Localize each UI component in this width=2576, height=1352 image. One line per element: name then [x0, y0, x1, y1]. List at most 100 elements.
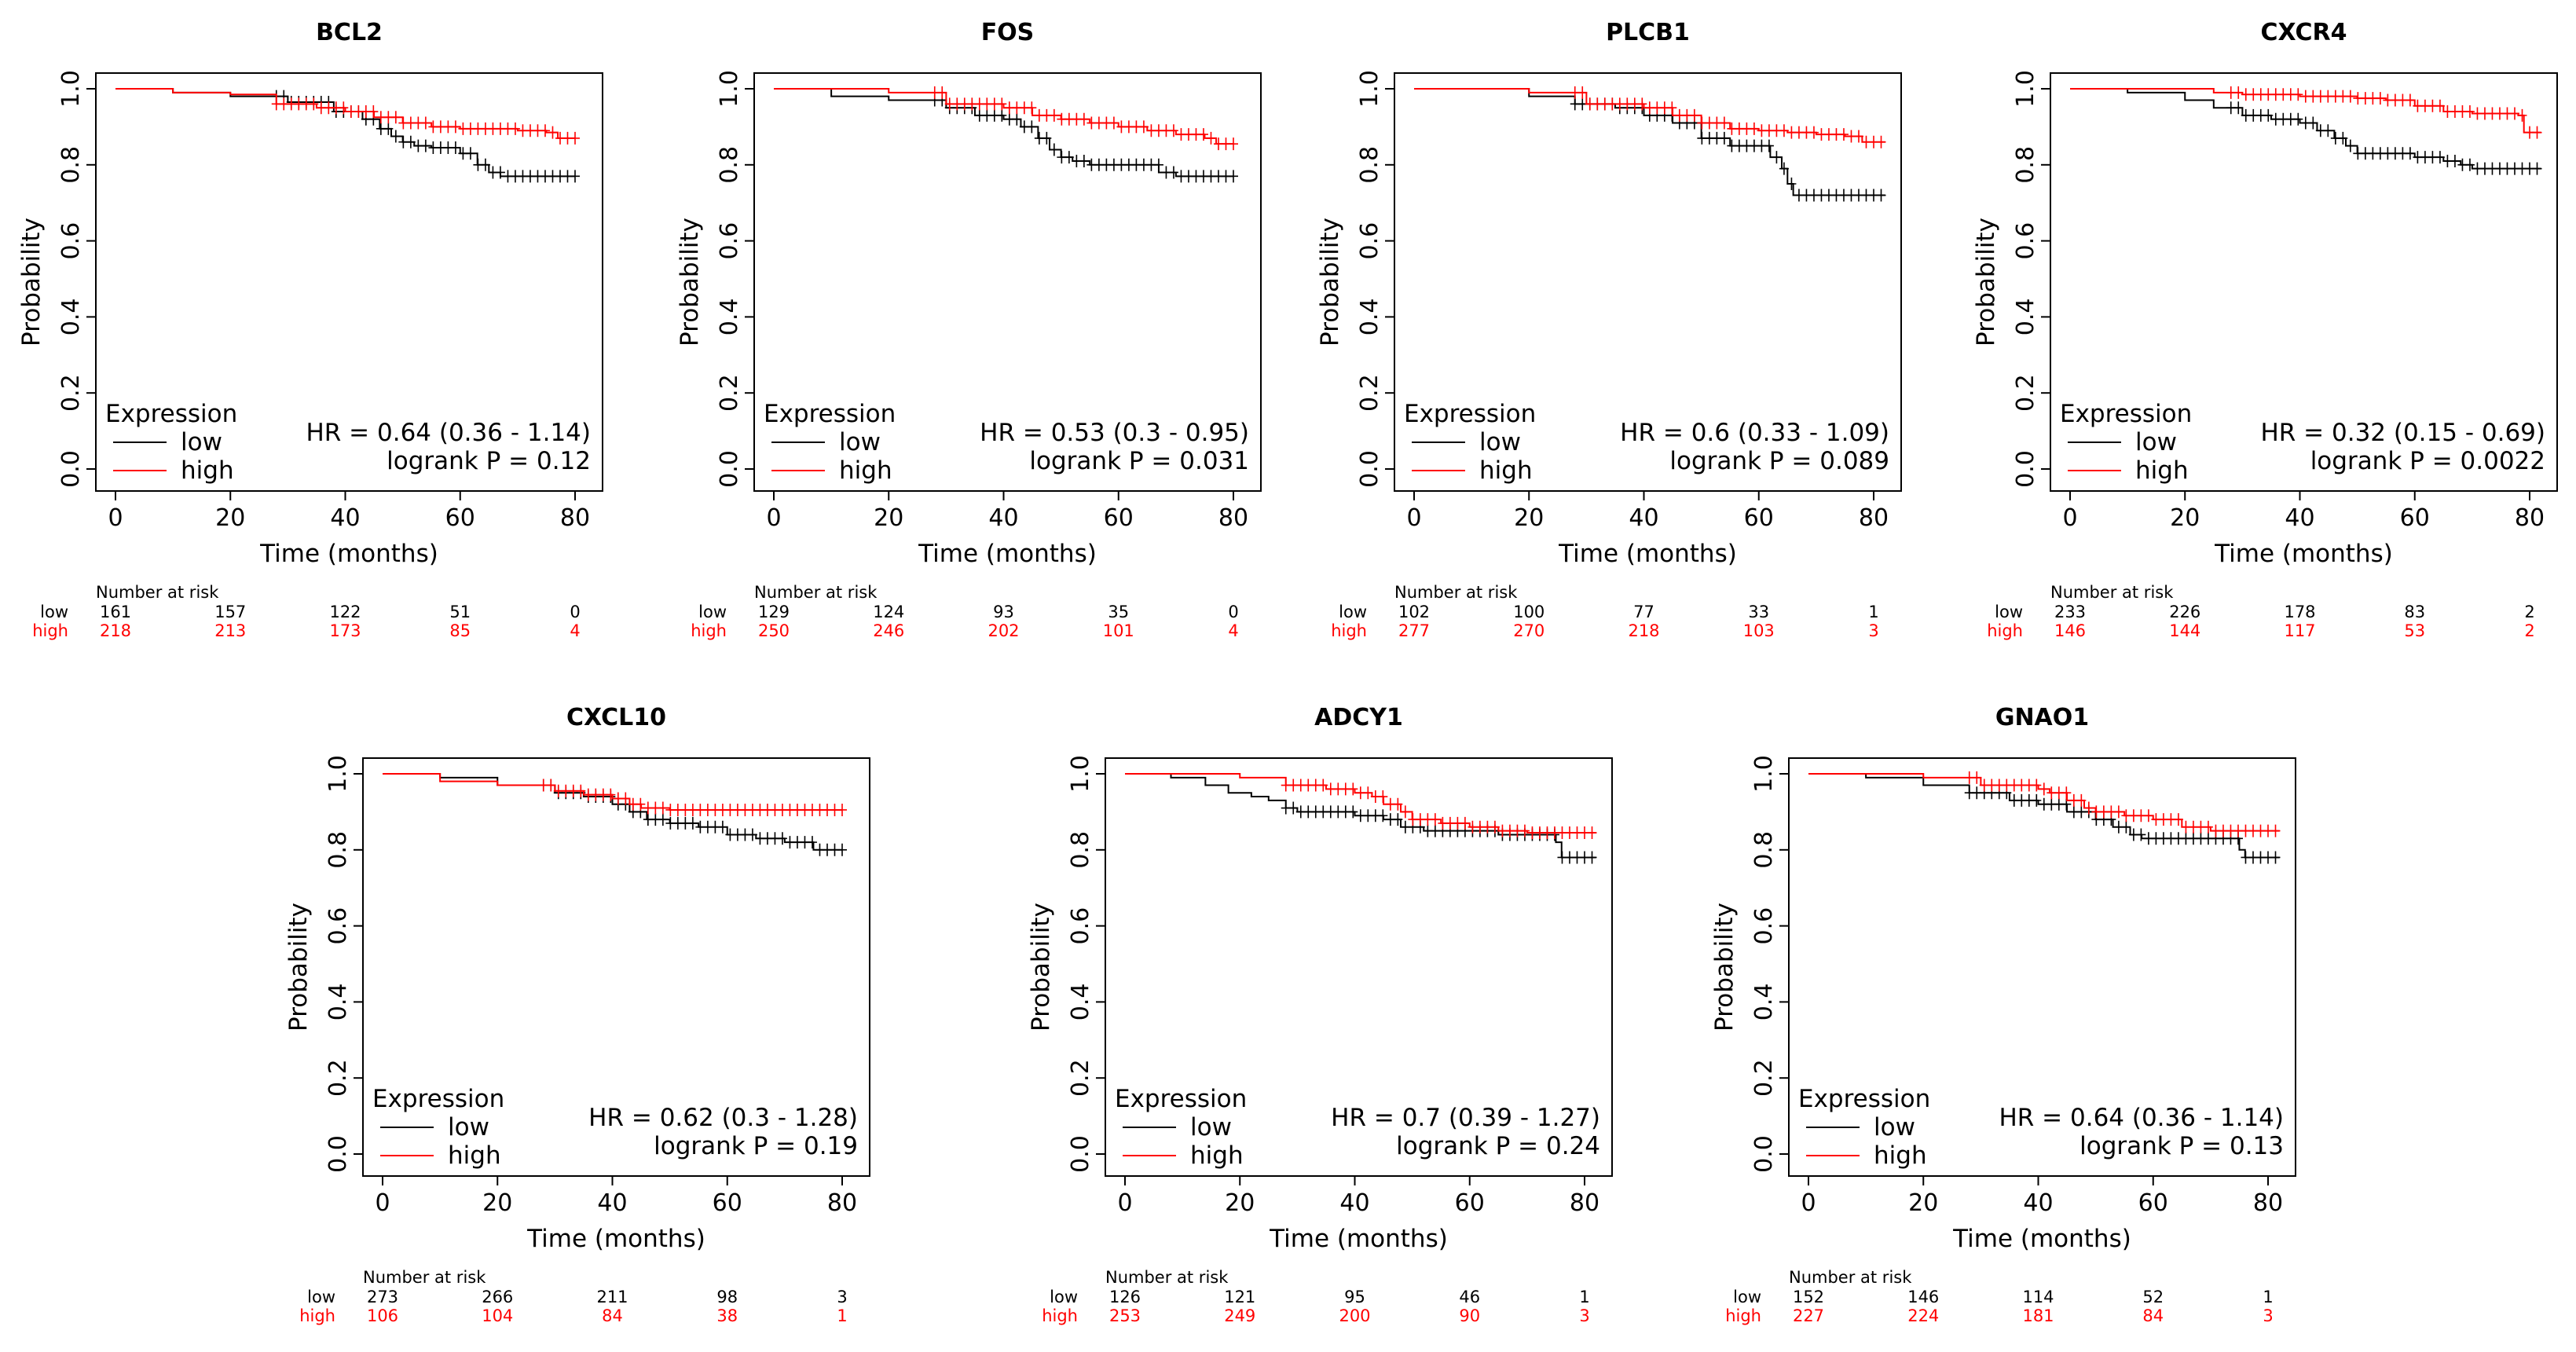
x-axis-label: Time (months) — [526, 1225, 705, 1253]
risk-count-low: 126 — [1109, 1288, 1141, 1306]
logrank-p: logrank P = 0.089 — [1669, 447, 1889, 475]
censor-mark — [1876, 189, 1886, 202]
censor-mark — [2203, 820, 2213, 834]
censor-mark — [1876, 135, 1886, 148]
censor-mark — [1719, 131, 1729, 145]
y-tick-label: 0.4 — [1356, 299, 1383, 336]
y-tick-label: 0.8 — [324, 831, 352, 869]
y-tick-label: 0.2 — [324, 1059, 352, 1097]
censor-mark — [2233, 101, 2244, 115]
censor-mark — [368, 105, 379, 119]
km-panel-plcb1: PLCB1 0 20 40 60 80 0.0 0.2 0.4 0.6 0.8 1.0 Time (mo… — [1316, 19, 1902, 640]
risk-heading: Number at risk — [2050, 583, 2174, 602]
y-tick-label: 0.6 — [57, 222, 85, 260]
risk-count-high: 4 — [570, 621, 580, 640]
y-tick-label: 0.0 — [324, 1135, 352, 1173]
risk-count-high: 173 — [329, 621, 361, 640]
censor-mark — [1229, 170, 1238, 183]
risk-count-low: 0 — [1228, 603, 1238, 621]
risk-heading: Number at risk — [754, 583, 878, 602]
censor-mark — [2338, 131, 2348, 145]
censor-mark — [2061, 786, 2072, 800]
risk-count-high: 213 — [214, 621, 246, 640]
logrank-p: logrank P = 0.13 — [2079, 1132, 2284, 1160]
risk-count-low: 100 — [1513, 603, 1545, 621]
km-curve-high — [1125, 773, 1596, 834]
censor-mark — [1079, 112, 1089, 126]
censor-mark — [1049, 143, 1059, 156]
censor-mark — [1430, 813, 1440, 826]
x-tick-label: 40 — [1339, 1189, 1369, 1217]
censor-mark — [1393, 797, 1403, 811]
y-axis-label: Probability — [17, 218, 46, 346]
censor-mark — [1764, 139, 1774, 152]
risk-count-low: 114 — [2022, 1288, 2054, 1306]
risk-heading: Number at risk — [363, 1268, 486, 1287]
censor-mark — [1064, 151, 1074, 164]
censor-mark — [450, 141, 460, 155]
censor-mark — [1348, 782, 1358, 796]
censor-mark — [2435, 151, 2445, 164]
x-tick-label: 40 — [2023, 1189, 2053, 1217]
risk-count-high: 202 — [988, 621, 1019, 640]
risk-row-label-high: high — [1042, 1306, 1078, 1325]
risk-row-label-low: low — [1733, 1288, 1761, 1306]
risk-count-high: 270 — [1513, 621, 1545, 640]
y-axis-label: Probability — [1316, 218, 1344, 346]
y-tick-label: 0.8 — [1356, 146, 1383, 184]
censor-mark — [1079, 154, 1089, 167]
risk-count-low: 211 — [596, 1288, 628, 1306]
x-axis-label: Time (months) — [918, 540, 1097, 568]
risk-count-low: 83 — [2404, 603, 2425, 621]
logrank-p: logrank P = 0.24 — [1396, 1132, 1600, 1160]
x-tick-label: 20 — [2170, 504, 2200, 532]
censor-mark — [1749, 122, 1759, 135]
risk-row-label-high: high — [691, 621, 727, 640]
legend-title: Expression — [1115, 1085, 1247, 1113]
legend-label-high: high — [181, 456, 234, 485]
legend-label-low: low — [1479, 428, 1521, 456]
censor-mark — [2113, 805, 2123, 819]
legend-label-low: low — [1190, 1113, 1232, 1141]
x-tick-label: 40 — [2285, 504, 2314, 532]
legend-label-high: high — [448, 1141, 501, 1170]
risk-count-high: 104 — [482, 1306, 513, 1325]
logrank-p: logrank P = 0.19 — [654, 1132, 858, 1160]
legend-label-high: high — [1874, 1141, 1927, 1170]
censor-mark — [1490, 820, 1500, 834]
censor-mark — [1378, 790, 1388, 804]
censor-mark — [1049, 108, 1059, 122]
risk-count-high: 181 — [2022, 1306, 2054, 1325]
x-tick-label: 40 — [597, 1189, 627, 1217]
censor-mark — [1637, 97, 1647, 111]
censor-mark — [2405, 93, 2415, 107]
censor-mark — [2233, 86, 2244, 99]
risk-count-low: 121 — [1224, 1288, 1255, 1306]
censor-mark — [2450, 154, 2460, 167]
x-axis-label: Time (months) — [1269, 1225, 1448, 1253]
censor-mark — [717, 820, 727, 834]
x-tick-label: 60 — [445, 504, 475, 532]
y-tick-label: 0.4 — [716, 299, 743, 336]
chart-title: PLCB1 — [1606, 19, 1690, 46]
risk-count-high: 117 — [2284, 621, 2315, 640]
km-panel-adcy1: ADCY1 0 20 40 60 80 0.0 0.2 0.4 0.6 0.8 1.0 Time (mo… — [1027, 704, 1613, 1325]
y-tick-label: 0.0 — [1067, 1135, 1094, 1173]
censor-mark — [570, 170, 580, 183]
censor-mark — [1318, 779, 1328, 792]
censor-mark — [1853, 130, 1863, 143]
y-tick-label: 1.0 — [716, 70, 743, 108]
hazard-ratio: HR = 0.64 (0.36 - 1.14) — [1999, 1104, 2284, 1132]
risk-count-low: 152 — [1793, 1288, 1824, 1306]
y-tick-label: 1.0 — [324, 755, 352, 793]
censor-mark — [2509, 107, 2519, 120]
x-tick-label: 0 — [766, 504, 781, 532]
risk-count-high: 103 — [1743, 621, 1775, 640]
risk-row-label-high: high — [32, 621, 68, 640]
censor-mark — [309, 97, 319, 111]
risk-count-low: 93 — [993, 603, 1014, 621]
censor-mark — [2375, 92, 2385, 105]
logrank-p: logrank P = 0.0022 — [2310, 447, 2545, 475]
